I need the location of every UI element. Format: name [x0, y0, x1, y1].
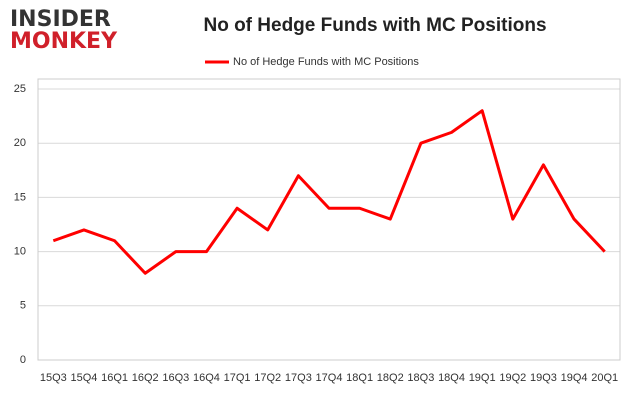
- y-tick-label: 15: [14, 191, 26, 203]
- x-tick-label: 19Q3: [530, 372, 557, 384]
- x-tick-label: 19Q1: [469, 372, 496, 384]
- x-tick-label: 20Q1: [591, 372, 618, 384]
- x-tick-label: 18Q4: [438, 372, 465, 384]
- x-tick-label: 16Q2: [132, 372, 159, 384]
- plot-frame: [37, 78, 621, 361]
- x-tick-label: 15Q4: [70, 372, 97, 384]
- x-tick-label: 16Q1: [101, 372, 128, 384]
- x-tick-label: 17Q4: [316, 372, 343, 384]
- x-tick-label: 16Q4: [193, 372, 220, 384]
- x-tick-label: 18Q2: [377, 372, 404, 384]
- y-tick-label: 20: [14, 137, 26, 149]
- logo-top: INSIDER: [10, 7, 111, 32]
- chart-title: No of Hedge Funds with MC Positions: [203, 15, 546, 36]
- legend-label: No of Hedge Funds with MC Positions: [233, 56, 419, 68]
- x-tick-label: 19Q4: [561, 372, 588, 384]
- data-line: [52, 109, 606, 275]
- x-tick-label: 16Q3: [162, 372, 189, 384]
- y-tick-label: 5: [20, 300, 26, 312]
- x-tick-label: 17Q1: [224, 372, 251, 384]
- x-tick-label: 17Q3: [285, 372, 312, 384]
- logo-bottom: MONKEY: [10, 29, 118, 54]
- x-tick-label: 19Q2: [499, 372, 526, 384]
- x-tick-label: 18Q3: [407, 372, 434, 384]
- y-tick-label: 0: [20, 354, 26, 366]
- y-tick-label: 10: [14, 246, 26, 258]
- y-tick-label: 25: [14, 83, 26, 95]
- x-tick-label: 15Q3: [40, 372, 67, 384]
- x-tick-label: 17Q2: [254, 372, 281, 384]
- x-tick-label: 18Q1: [346, 372, 373, 384]
